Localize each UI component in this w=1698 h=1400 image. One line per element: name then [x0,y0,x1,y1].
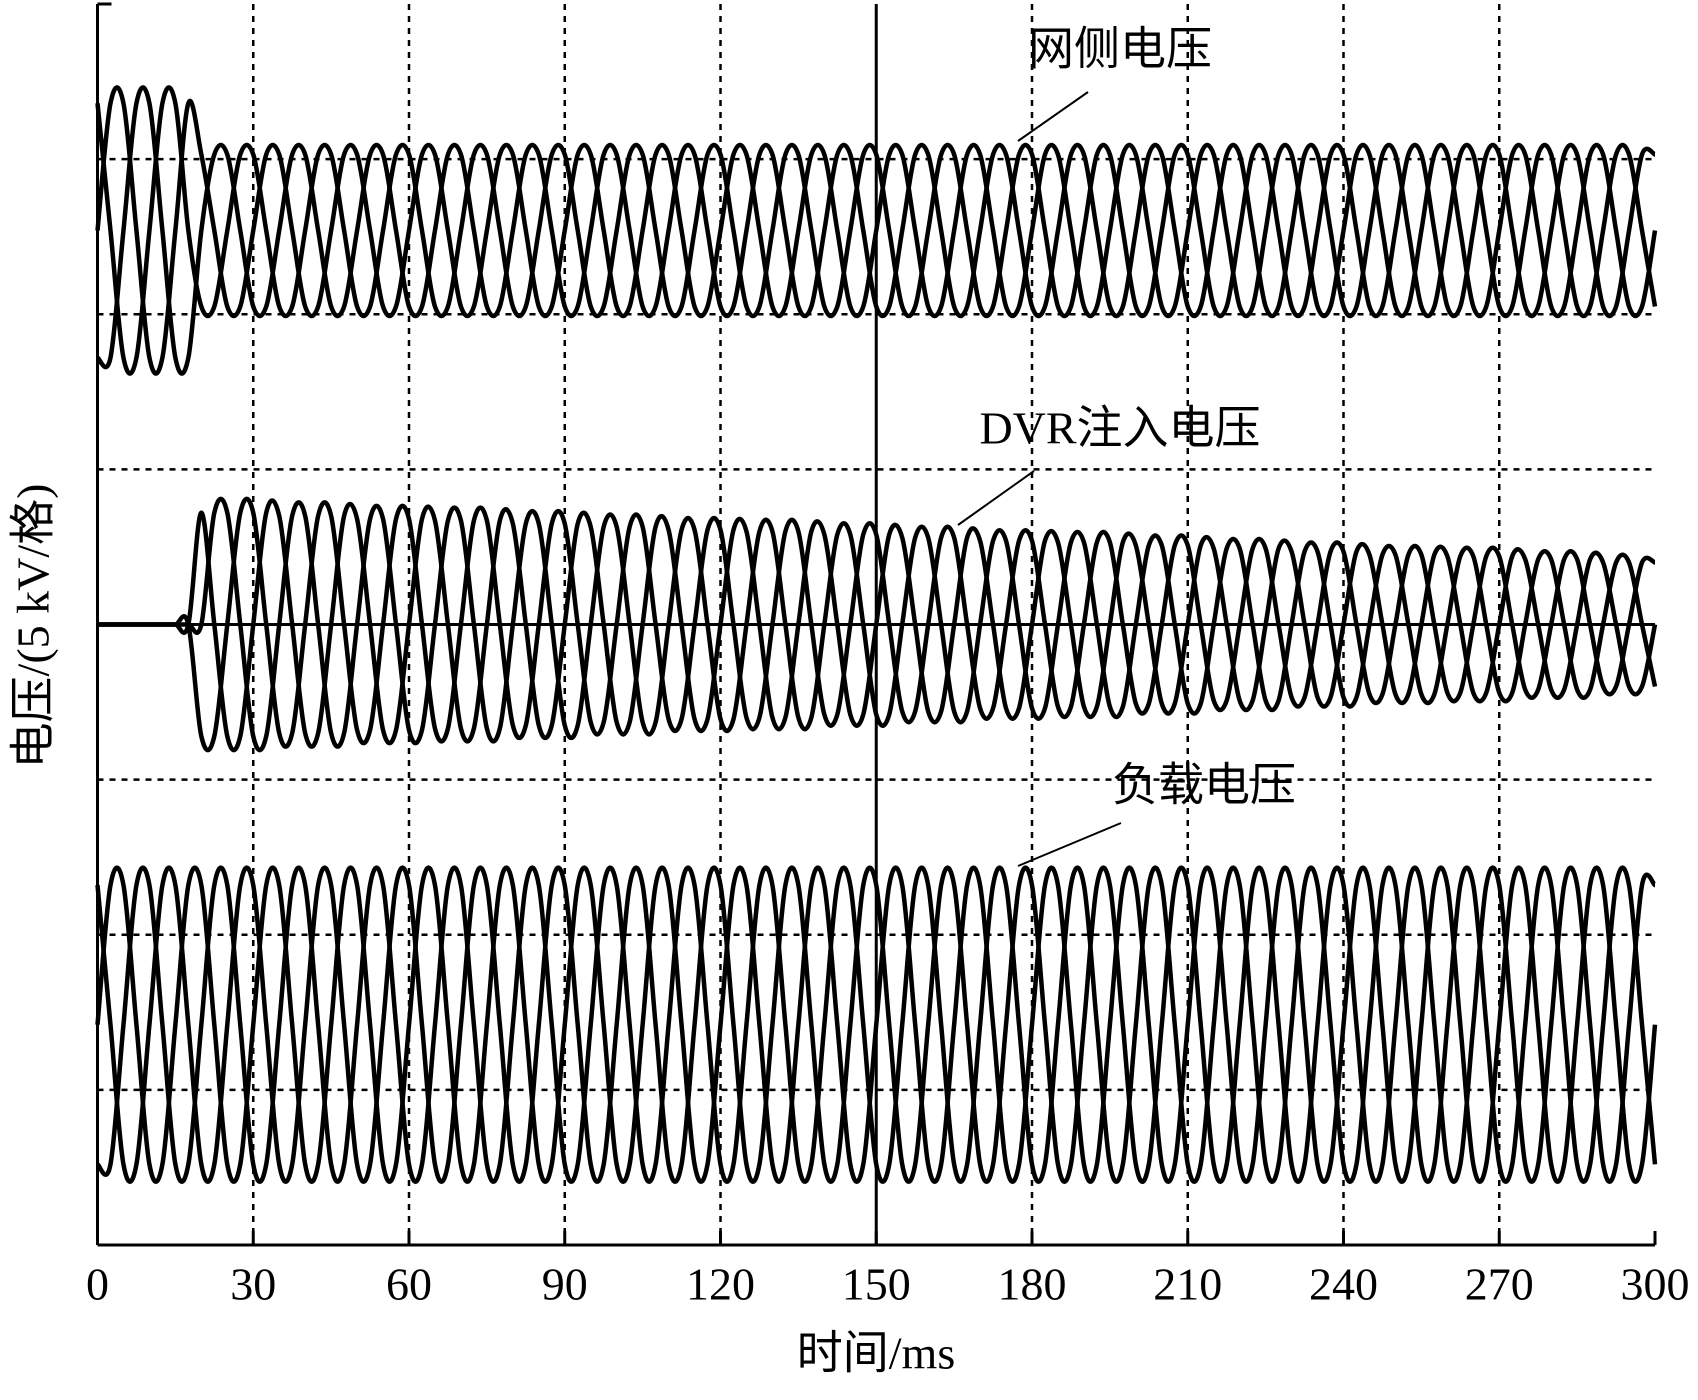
annotation: 网侧电压 [1028,24,1212,75]
waveform [95,865,1658,1185]
waveforms [95,85,1658,1185]
waveform [97,496,1658,753]
x-tick-label: 300 [1621,1259,1690,1310]
waveform [95,85,1658,376]
x-tick-label: 210 [1153,1259,1222,1310]
waveform [95,865,1658,1185]
x-tick-label: 0 [86,1259,109,1310]
x-tick-label: 270 [1465,1259,1534,1310]
annotation: DVR注入电压 [979,403,1260,454]
waveform [97,496,1656,753]
y-axis-label: 电压/(5 kV/格) [8,484,59,769]
x-tick-label: 90 [542,1259,588,1310]
waveform [95,85,1658,376]
x-tick-label: 180 [998,1259,1067,1310]
x-axis-label: 时间/ms [797,1328,955,1379]
waveform [95,85,1657,376]
leader-line [1017,822,1122,867]
annotation: 负载电压 [1112,760,1296,811]
x-tick-label: 150 [842,1259,911,1310]
waveform [97,498,1658,753]
x-tick-label: 60 [386,1259,432,1310]
x-tick-label: 120 [686,1259,755,1310]
waveform [95,865,1658,1185]
leader-line [1017,91,1089,142]
leader-line [957,470,1035,526]
x-tick-label: 30 [230,1259,276,1310]
axes: 0 30 60 90 120 150 180 210 240 270 300 [86,2,1690,1310]
x-tick-label: 240 [1309,1259,1378,1310]
